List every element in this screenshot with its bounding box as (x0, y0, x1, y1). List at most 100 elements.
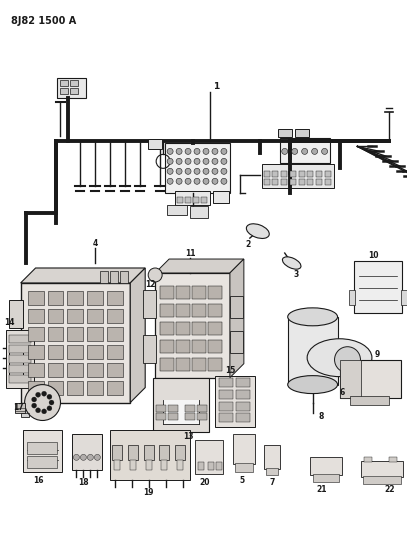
Circle shape (42, 391, 47, 396)
Bar (236, 414, 250, 423)
Circle shape (212, 168, 218, 174)
Circle shape (167, 179, 173, 184)
Bar (215, 376, 255, 427)
Circle shape (176, 158, 182, 164)
Text: 9: 9 (375, 350, 380, 359)
Bar (290, 171, 296, 177)
Ellipse shape (282, 257, 301, 269)
Bar (176, 286, 190, 299)
Bar (176, 304, 190, 317)
Bar (208, 340, 222, 353)
Text: 8: 8 (319, 412, 324, 421)
Bar (339, 360, 401, 398)
Circle shape (47, 394, 52, 399)
Bar (278, 130, 292, 138)
Circle shape (194, 158, 200, 164)
Bar (361, 462, 404, 477)
Bar (146, 461, 152, 470)
Circle shape (47, 406, 52, 411)
Bar (219, 377, 233, 386)
Bar (299, 179, 304, 185)
Bar (192, 304, 206, 317)
Bar (176, 322, 190, 335)
Bar (198, 462, 204, 470)
Bar (264, 171, 270, 177)
Bar (162, 461, 167, 470)
Bar (235, 463, 253, 472)
Circle shape (176, 168, 182, 174)
Bar (190, 206, 208, 218)
Bar (9, 345, 31, 353)
Circle shape (176, 179, 182, 184)
Bar (185, 197, 191, 203)
Bar (48, 381, 64, 394)
Text: 11: 11 (185, 248, 195, 257)
Text: 20: 20 (200, 478, 210, 487)
Circle shape (194, 168, 200, 174)
Bar (160, 446, 169, 461)
Bar (160, 358, 174, 370)
Bar (67, 362, 83, 377)
Bar (176, 340, 190, 353)
Circle shape (24, 385, 60, 421)
Bar (107, 345, 123, 359)
Bar (193, 197, 199, 203)
Bar (325, 171, 330, 177)
Bar (316, 171, 322, 177)
Bar (73, 434, 102, 470)
Circle shape (194, 179, 200, 184)
Bar (160, 286, 174, 299)
Text: 16: 16 (33, 476, 44, 485)
Bar (48, 327, 64, 341)
Circle shape (167, 158, 173, 164)
Bar (175, 446, 185, 461)
Text: 12: 12 (145, 280, 155, 289)
Bar (168, 405, 178, 411)
Bar (87, 345, 103, 359)
Bar (401, 290, 408, 305)
Bar (339, 360, 361, 398)
Bar (197, 405, 207, 411)
Circle shape (32, 397, 37, 402)
Bar (28, 362, 44, 377)
Bar (307, 171, 313, 177)
Bar (163, 400, 199, 424)
Bar (148, 140, 162, 149)
Circle shape (203, 148, 209, 155)
Text: 4: 4 (93, 239, 98, 248)
Bar (21, 283, 130, 402)
Bar (48, 291, 64, 305)
Bar (350, 395, 389, 405)
Bar (28, 327, 44, 341)
Circle shape (185, 148, 191, 155)
Bar (144, 446, 154, 461)
Text: 18: 18 (78, 478, 89, 487)
Bar (60, 87, 69, 94)
Text: 22: 22 (384, 484, 395, 494)
Circle shape (203, 179, 209, 184)
Circle shape (167, 168, 173, 174)
Bar (155, 273, 230, 377)
Bar (100, 271, 109, 283)
Circle shape (221, 179, 227, 184)
Circle shape (212, 148, 218, 155)
Bar (175, 191, 210, 205)
Bar (87, 327, 103, 341)
Bar (87, 309, 103, 323)
Bar (27, 456, 56, 469)
Bar (153, 377, 209, 432)
Bar (130, 461, 136, 470)
Circle shape (221, 168, 227, 174)
Circle shape (302, 148, 308, 155)
Bar (15, 402, 24, 413)
Bar (87, 381, 103, 394)
Circle shape (292, 148, 298, 155)
Bar (9, 354, 31, 362)
Bar (355, 261, 402, 313)
Ellipse shape (246, 224, 269, 238)
Text: 6: 6 (340, 388, 345, 397)
Circle shape (221, 158, 227, 164)
Bar (28, 381, 44, 394)
Ellipse shape (307, 339, 372, 377)
Circle shape (194, 148, 200, 155)
